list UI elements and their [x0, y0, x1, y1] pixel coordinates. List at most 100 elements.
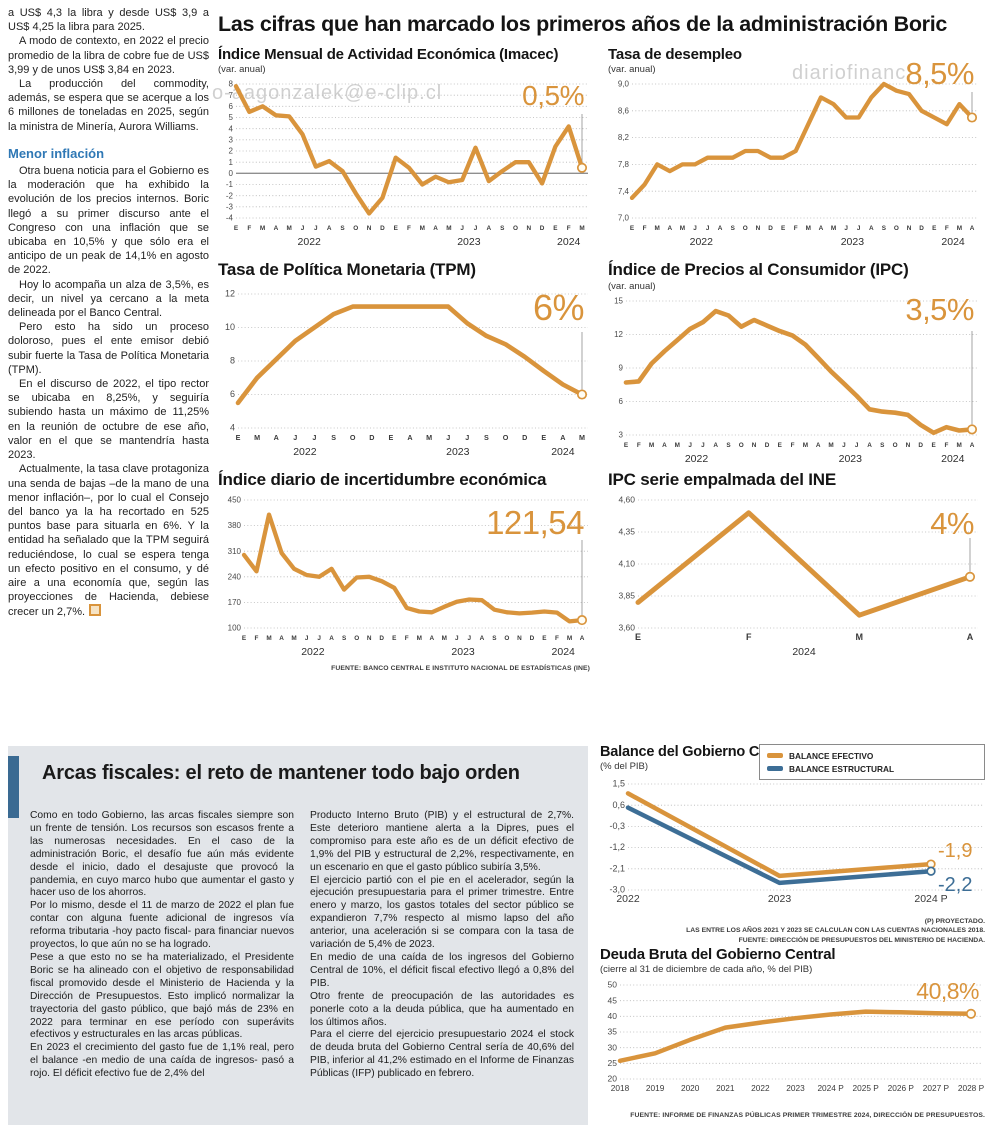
svg-text:J: J	[317, 635, 321, 642]
svg-text:-0,3: -0,3	[609, 821, 625, 831]
svg-text:F: F	[255, 635, 259, 642]
svg-text:J: J	[455, 635, 459, 642]
chart-title: Tasa de desempleo	[608, 46, 742, 63]
svg-text:3: 3	[619, 431, 624, 440]
svg-text:J: J	[706, 225, 710, 232]
svg-text:A: A	[713, 442, 718, 449]
svg-text:A: A	[667, 225, 672, 232]
watermark: diariofinanc	[792, 62, 907, 84]
svg-text:M: M	[291, 635, 296, 642]
svg-text:S: S	[731, 225, 736, 232]
svg-text:F: F	[405, 635, 409, 642]
svg-text:S: S	[492, 635, 497, 642]
svg-text:O: O	[503, 433, 509, 442]
svg-text:F: F	[567, 225, 571, 232]
svg-text:F: F	[637, 442, 641, 449]
svg-text:A: A	[327, 225, 332, 232]
legend-swatch-efectivo	[767, 753, 783, 758]
chart-title: Índice de Precios al Consumidor (IPC)	[608, 260, 909, 279]
svg-text:7,4: 7,4	[618, 187, 630, 196]
article-paragraph: En el discurso de 2022, el tipo rector s…	[8, 378, 209, 462]
svg-text:J: J	[844, 225, 848, 232]
svg-text:-3: -3	[226, 202, 234, 211]
svg-text:J: J	[857, 225, 861, 232]
svg-text:A: A	[433, 225, 438, 232]
chart-title: IPC serie empalmada del INE	[608, 470, 836, 489]
chart-title: Índice Mensual de Actividad Económica (I…	[218, 46, 559, 63]
svg-text:M: M	[649, 442, 654, 449]
chart-tpm: Tasa de Política Monetaria (TPM) 6% 12 10…	[218, 260, 590, 463]
svg-text:M: M	[856, 632, 864, 642]
svg-text:D: D	[380, 225, 385, 232]
svg-text:6: 6	[229, 102, 234, 111]
svg-text:4,60: 4,60	[618, 495, 635, 505]
svg-text:M: M	[442, 635, 447, 642]
svg-text:2028 P: 2028 P	[958, 1083, 985, 1093]
svg-text:9: 9	[619, 364, 624, 373]
svg-text:2023: 2023	[446, 446, 470, 458]
chart-incertidumbre: Índice diario de incertidumbre económica…	[218, 470, 590, 672]
svg-text:S: S	[882, 225, 887, 232]
latest-value-label: 6%	[532, 287, 585, 328]
svg-text:M: M	[655, 225, 660, 232]
svg-text:2024 P: 2024 P	[914, 893, 947, 905]
svg-text:D: D	[379, 635, 384, 642]
chart-balance: Balance del Gobierno Central Total (% de…	[600, 744, 985, 945]
svg-text:D: D	[765, 442, 770, 449]
svg-text:O: O	[354, 635, 359, 642]
svg-text:15: 15	[614, 297, 623, 306]
svg-text:S: S	[340, 225, 345, 232]
svg-text:1: 1	[229, 158, 234, 167]
svg-text:2024: 2024	[941, 453, 965, 465]
svg-text:6: 6	[619, 397, 624, 406]
svg-text:N: N	[367, 635, 372, 642]
svg-text:J: J	[693, 225, 697, 232]
svg-text:9,0: 9,0	[618, 80, 630, 89]
svg-text:A: A	[816, 442, 821, 449]
chart-subtitle: (% del PIB)	[600, 761, 649, 772]
line-chart: 9,0 8,6 8,2 7,8 7,4 7,0 E F M A M J J A S O N D E F M A M J J A S O…	[608, 78, 980, 253]
svg-text:E: E	[394, 225, 399, 232]
svg-text:M: M	[287, 225, 292, 232]
svg-text:25: 25	[608, 1058, 618, 1068]
svg-text:E: E	[542, 635, 547, 642]
latest-value-label: 4%	[930, 506, 974, 541]
svg-text:D: D	[522, 433, 527, 442]
legend-label: BALANCE EFECTIVO	[789, 750, 874, 761]
svg-text:N: N	[752, 442, 757, 449]
svg-text:-4: -4	[226, 214, 234, 223]
line-chart: 4,60 4,35 4,10 3,85 3,60 E F M A 2024	[608, 494, 980, 663]
svg-text:-2,1: -2,1	[609, 863, 625, 873]
svg-text:M: M	[567, 635, 572, 642]
svg-text:2022: 2022	[751, 1083, 770, 1093]
svg-text:100: 100	[228, 624, 242, 633]
svg-text:N: N	[906, 442, 911, 449]
svg-text:A: A	[819, 225, 824, 232]
svg-text:S: S	[342, 635, 347, 642]
svg-text:30: 30	[608, 1042, 618, 1052]
svg-text:2023: 2023	[786, 1083, 805, 1093]
article-paragraph: A modo de contexto, en 2022 el precio pr…	[8, 35, 209, 76]
svg-text:M: M	[417, 635, 422, 642]
svg-text:N: N	[907, 225, 912, 232]
svg-text:J: J	[688, 442, 692, 449]
chart-legend: BALANCE EFECTIVO BALANCE ESTRUCTURAL	[759, 744, 985, 780]
svg-text:2024: 2024	[792, 646, 816, 658]
watermark: o-aagonzalek@e-clip.cl	[212, 82, 443, 104]
section-paragraph: Producto Interno Bruto (PIB) y el estruc…	[310, 810, 574, 873]
latest-value-label: 8,5%	[905, 56, 974, 91]
svg-text:8: 8	[230, 356, 235, 366]
svg-text:-1,9: -1,9	[938, 840, 972, 862]
svg-text:J: J	[446, 433, 450, 442]
svg-text:-1,2: -1,2	[609, 842, 625, 852]
svg-text:2022: 2022	[293, 446, 317, 458]
line-chart: 15 12 9 6 3 E F M A M J J A S O N D E F M A M J J A S O N D E F M A 2022 2…	[608, 295, 980, 470]
svg-text:M: M	[957, 225, 962, 232]
svg-text:A: A	[869, 225, 874, 232]
svg-text:J: J	[855, 442, 859, 449]
svg-text:2024: 2024	[552, 646, 576, 658]
svg-text:20: 20	[608, 1074, 618, 1084]
svg-text:S: S	[500, 225, 505, 232]
latest-value-label: 0,5%	[522, 80, 584, 111]
svg-text:12: 12	[225, 289, 235, 299]
